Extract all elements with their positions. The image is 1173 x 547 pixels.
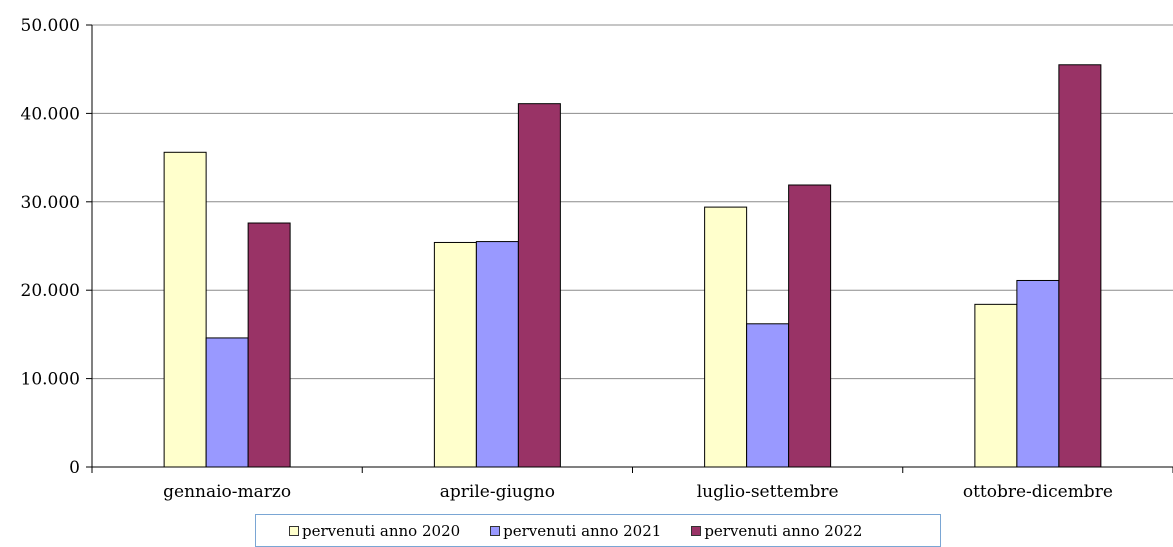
y-tick-label: 30.000	[21, 193, 80, 213]
legend-item-2022: pervenuti anno 2022	[691, 522, 862, 540]
legend-swatch-2022	[691, 525, 702, 536]
bar	[788, 184, 832, 468]
legend-swatch-2020	[289, 525, 299, 536]
x-tick-label: luglio-settembre	[697, 482, 839, 502]
x-tick-label: aprile-giugno	[440, 482, 555, 502]
y-tick-label: 0	[69, 458, 80, 478]
y-tick-label: 20.000	[21, 281, 80, 301]
bar-chart: 0 10.000 20.000 30.000 40.000 50.000 gennaio-…	[21, 16, 1173, 502]
bar	[1058, 64, 1102, 468]
y-axis: 0 10.000 20.000 30.000 40.000 50.000	[21, 16, 93, 478]
legend-label-2020: pervenuti anno 2020	[302, 521, 461, 540]
bar	[704, 206, 748, 468]
bar	[433, 241, 477, 468]
legend-label-2022: pervenuti anno 2022	[704, 521, 863, 540]
x-tick-label: ottobre-dicembre	[963, 482, 1113, 502]
bar	[205, 337, 249, 468]
bar	[475, 241, 519, 468]
legend-swatch-2021	[490, 525, 501, 536]
bars	[163, 64, 1102, 468]
y-tick-label: 10.000	[21, 370, 80, 390]
bar	[517, 103, 561, 468]
bar	[247, 222, 291, 468]
y-tick-label: 50.000	[21, 16, 80, 36]
bar	[974, 303, 1018, 468]
legend-item-2020: pervenuti anno 2020	[289, 522, 460, 540]
y-tick-label: 40.000	[21, 104, 80, 124]
bar	[746, 323, 790, 468]
x-axis: gennaio-marzo aprile-giugno luglio-settemb…	[91, 466, 1173, 502]
x-tick-label: gennaio-marzo	[163, 482, 291, 502]
legend-item-2021: pervenuti anno 2021	[490, 522, 661, 540]
bar	[1016, 279, 1060, 468]
legend: pervenuti anno 2020 pervenuti anno 2021 …	[255, 514, 941, 547]
legend-label-2021: pervenuti anno 2021	[503, 521, 662, 540]
bar	[163, 151, 207, 468]
